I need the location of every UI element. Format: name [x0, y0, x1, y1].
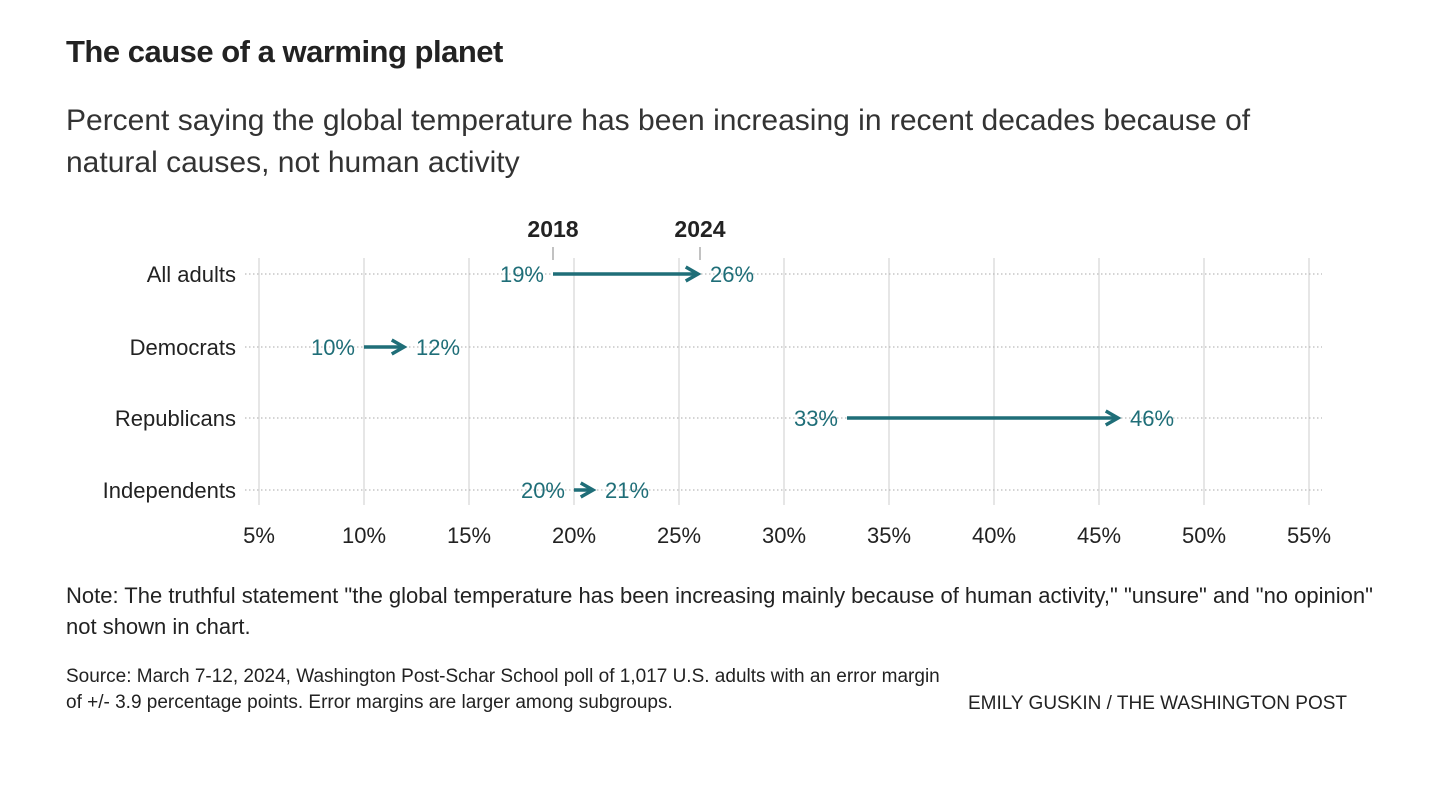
x-tick-label: 25% — [657, 523, 701, 548]
x-tick-label: 50% — [1182, 523, 1226, 548]
x-tick-label: 20% — [552, 523, 596, 548]
credit: EMILY GUSKIN / THE WASHINGTON POST — [968, 693, 1348, 714]
x-tick-label: 5% — [243, 523, 275, 548]
category-label: All adults — [147, 262, 236, 287]
category-label: Independents — [103, 478, 236, 503]
x-tick-label: 55% — [1287, 523, 1331, 548]
x-tick-label: 15% — [447, 523, 491, 548]
value-label-2024: 26% — [710, 262, 754, 287]
value-label-2024: 12% — [416, 335, 460, 360]
category-label: Republicans — [115, 406, 236, 431]
x-tick-label: 40% — [972, 523, 1016, 548]
value-label-2024: 46% — [1130, 406, 1174, 431]
value-label-2018: 33% — [794, 406, 838, 431]
source: Source: March 7-12, 2024, Washington Pos… — [66, 666, 940, 713]
value-label-2018: 20% — [521, 478, 565, 503]
x-tick-label: 30% — [762, 523, 806, 548]
value-label-2018: 19% — [500, 262, 544, 287]
value-label-2024: 21% — [605, 478, 649, 503]
series-label-2018: 2018 — [527, 216, 578, 242]
value-label-2018: 10% — [311, 335, 355, 360]
chart-title: The cause of a warming planet — [66, 34, 503, 69]
x-tick-label: 45% — [1077, 523, 1121, 548]
note: Note: The truthful statement "the global… — [66, 583, 1373, 639]
chart-subtitle: Percent saying the global temperature ha… — [66, 104, 1251, 179]
x-tick-label: 35% — [867, 523, 911, 548]
series-label-2024: 2024 — [674, 216, 725, 242]
category-label: Democrats — [130, 335, 236, 360]
x-tick-label: 10% — [342, 523, 386, 548]
